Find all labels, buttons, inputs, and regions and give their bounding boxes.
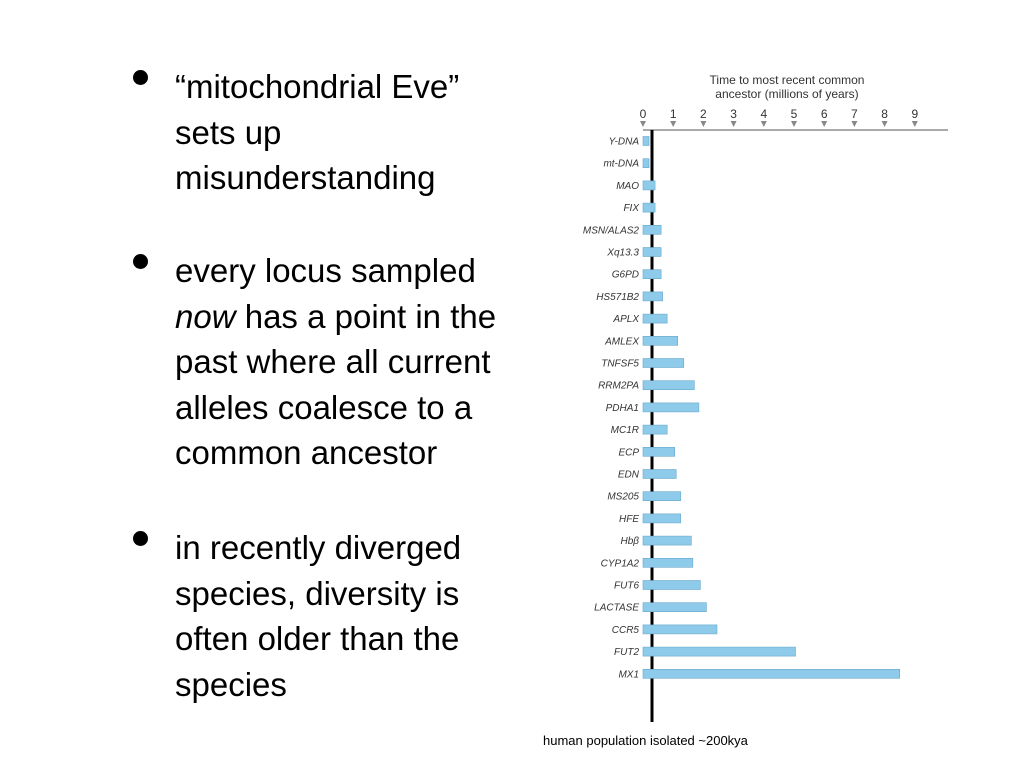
category-label: MX1 <box>618 669 639 680</box>
category-label: mt-DNA <box>603 159 639 170</box>
bar <box>642 424 668 435</box>
bullet-text: every locus sampled now has a point in t… <box>175 248 575 476</box>
bar <box>642 313 668 324</box>
bar <box>642 668 901 679</box>
bar <box>642 358 685 368</box>
bar <box>642 335 679 346</box>
bar <box>642 380 695 391</box>
bullet-line: past where all current <box>175 343 491 380</box>
bar <box>642 402 700 413</box>
category-label: LACTASE <box>594 603 639 614</box>
category-label: RRM2PA <box>598 381 639 392</box>
bar <box>642 491 682 502</box>
category-label: Hbβ <box>621 536 640 547</box>
x-tick-marker <box>760 121 767 127</box>
category-label: FUT2 <box>614 647 639 658</box>
x-tick-marker <box>670 121 677 127</box>
category-label: TNFSF5 <box>601 359 639 370</box>
emphasis-now: now <box>175 297 236 335</box>
category-label: Y-DNA <box>609 137 640 148</box>
category-label: MAO <box>616 181 639 192</box>
x-tick-label: 1 <box>670 107 677 121</box>
x-tick-label: 6 <box>821 107 828 121</box>
category-label: HFE <box>619 514 639 525</box>
bullet-text: in recently diverged species, diversity … <box>175 525 575 707</box>
x-tick-label: 0 <box>640 107 647 121</box>
x-tick-marker <box>911 121 918 127</box>
x-tick-marker <box>640 121 646 127</box>
x-tick-label: 2 <box>700 107 707 121</box>
bar <box>642 136 650 146</box>
x-tick-label: 5 <box>791 107 798 121</box>
category-label: AMLEX <box>604 336 639 347</box>
bar <box>642 180 656 191</box>
bullet-line: sets up <box>175 113 282 151</box>
x-tick-marker <box>851 121 858 127</box>
bar <box>642 291 663 302</box>
bullet-line: often older than the <box>175 620 460 657</box>
bullet-line: species <box>175 665 287 703</box>
chart-title-line: Time to most recent common <box>710 73 865 87</box>
chart-title-line: ancestor (millions of years) <box>715 87 858 101</box>
category-label: Xq13.3 <box>606 248 639 259</box>
bar <box>642 446 676 457</box>
bar <box>642 580 701 590</box>
bullet-line: species, diversity is <box>175 574 460 612</box>
bar <box>642 469 677 479</box>
bullet-dot <box>133 70 148 85</box>
category-label: MSN/ALAS2 <box>583 225 640 236</box>
category-label: ECP <box>618 447 639 458</box>
category-label: APLX <box>612 314 639 325</box>
x-tick-marker <box>700 121 707 127</box>
bullet-line: alleles coalesce to a <box>175 388 473 426</box>
bullet-dot <box>133 531 148 546</box>
bar <box>642 202 656 213</box>
x-tick-marker <box>821 121 828 127</box>
category-label: PDHA1 <box>606 403 639 414</box>
category-label: FUT6 <box>614 581 639 592</box>
category-label: CCR5 <box>612 625 640 636</box>
bar <box>642 247 662 257</box>
bar <box>642 624 718 635</box>
bullet-line-rest: has a point in the <box>235 297 497 335</box>
bar <box>642 557 694 568</box>
bar <box>642 646 796 657</box>
category-label: CYP1A2 <box>601 558 640 569</box>
bullet-line: misunderstanding <box>175 159 436 196</box>
bullet-line: common ancestor <box>175 434 438 471</box>
bullet-list: “mitochondrial Eve” sets up misunderstan… <box>133 68 496 703</box>
category-label: HS571B2 <box>596 292 639 303</box>
bullet-line: in recently diverged <box>175 529 462 566</box>
category-label: MS205 <box>607 492 639 503</box>
bar <box>642 225 662 235</box>
bar <box>642 602 707 613</box>
bar <box>642 158 650 168</box>
bar <box>642 513 682 524</box>
x-tick-label: 7 <box>851 107 858 121</box>
category-label: FIX <box>623 203 639 214</box>
bullet-text: “mitochondrial Eve” sets up misunderstan… <box>175 64 575 201</box>
x-tick-marker <box>730 121 737 127</box>
category-label: G6PD <box>612 270 639 281</box>
bullet-dot <box>133 254 148 269</box>
x-tick-label: 9 <box>911 107 918 121</box>
bullet-line: every locus sampled <box>175 252 476 289</box>
bar <box>642 535 692 546</box>
bullet-line: now has a point in the <box>175 294 575 340</box>
marker-caption: human population isolated ~200kya <box>543 733 748 748</box>
category-label: MC1R <box>611 425 639 436</box>
bar <box>642 269 662 279</box>
x-tick-marker <box>881 121 888 127</box>
x-tick-label: 8 <box>881 107 888 121</box>
category-label: EDN <box>618 470 640 481</box>
bullet-line: “mitochondrial Eve” <box>175 68 460 105</box>
x-tick-label: 4 <box>760 107 767 121</box>
x-tick-marker <box>791 121 797 127</box>
x-tick-label: 3 <box>730 107 737 121</box>
